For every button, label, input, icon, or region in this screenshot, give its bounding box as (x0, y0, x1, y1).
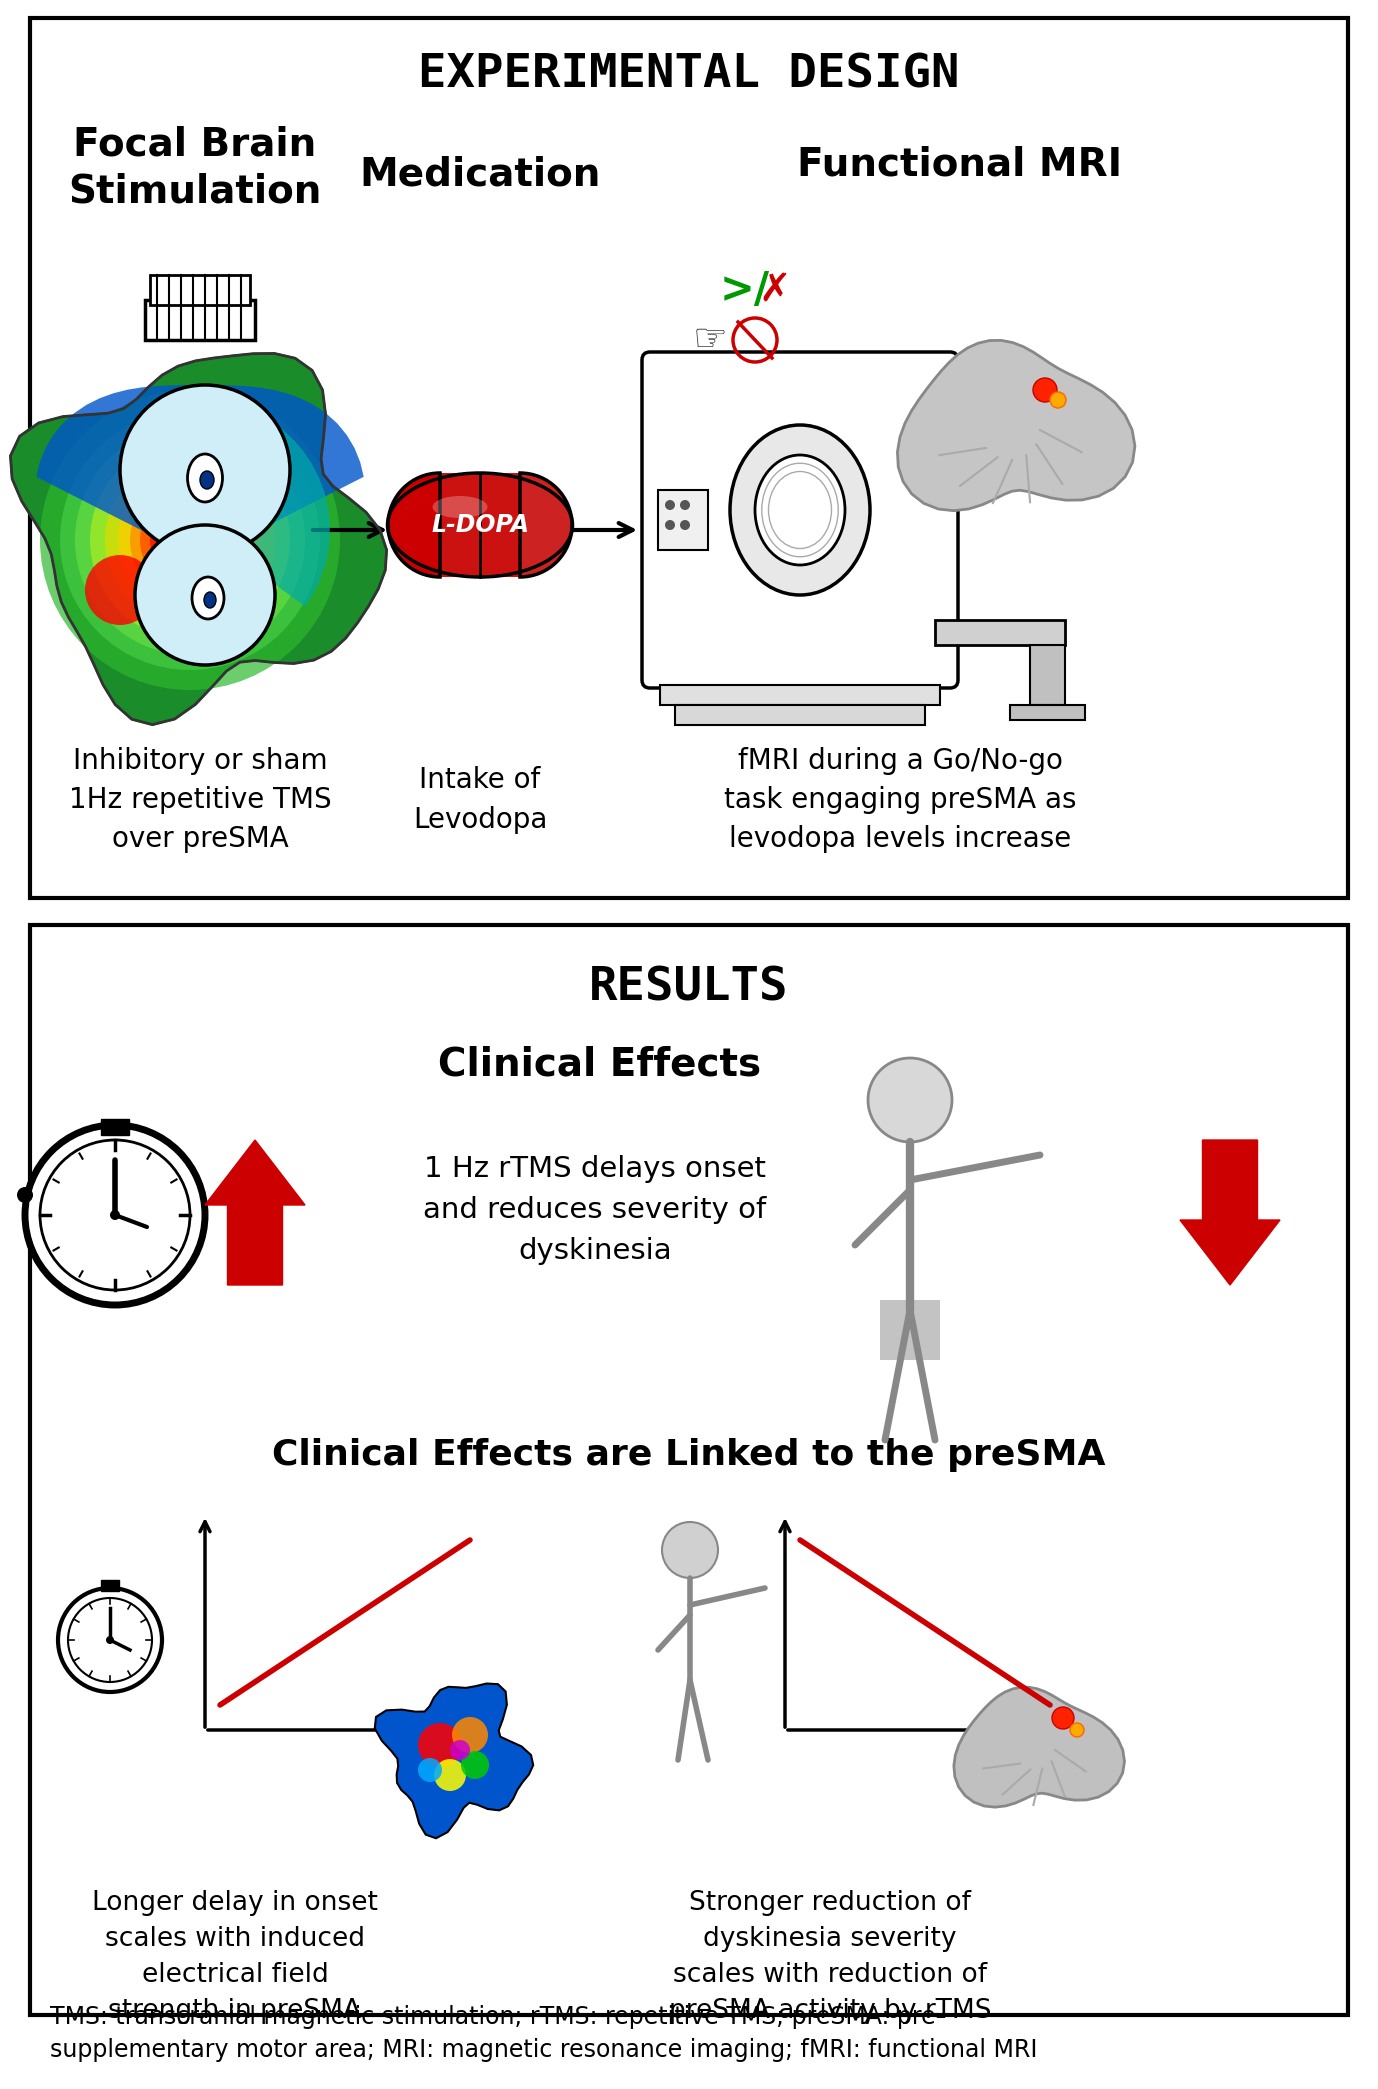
Polygon shape (11, 353, 387, 725)
Text: Intake of
Levodopa: Intake of Levodopa (413, 767, 547, 834)
Text: TMS: transcranial magnetic stimulation; rTMS: repetitive TMS; preSMA: pre-
suppl: TMS: transcranial magnetic stimulation; … (50, 2005, 1038, 2062)
Text: fMRI during a Go/No-go
task engaging preSMA as
levodopa levels increase: fMRI during a Go/No-go task engaging pre… (723, 748, 1076, 852)
FancyArrow shape (205, 1141, 305, 1285)
Circle shape (661, 1523, 718, 1577)
Ellipse shape (204, 591, 216, 608)
Bar (30, 925, 1348, 2016)
Circle shape (1034, 378, 1057, 401)
Circle shape (135, 524, 276, 664)
Circle shape (150, 600, 190, 639)
Circle shape (679, 520, 690, 531)
Text: EXPERIMENTAL DESIGN: EXPERIMENTAL DESIGN (419, 52, 959, 98)
Circle shape (58, 1588, 163, 1692)
Circle shape (119, 468, 262, 612)
Text: RESULTS: RESULTS (590, 965, 788, 1011)
Circle shape (418, 1759, 442, 1782)
Circle shape (68, 1598, 152, 1682)
Polygon shape (897, 341, 1135, 510)
Wedge shape (389, 472, 440, 577)
Ellipse shape (730, 424, 870, 595)
Circle shape (61, 409, 320, 671)
Circle shape (452, 1717, 488, 1753)
Circle shape (120, 384, 289, 556)
Polygon shape (375, 1684, 533, 1838)
Circle shape (90, 441, 289, 639)
FancyArrow shape (1180, 1141, 1280, 1285)
Circle shape (666, 499, 675, 510)
Circle shape (85, 556, 154, 625)
Bar (150, 276, 249, 305)
Text: Functional MRI: Functional MRI (798, 146, 1123, 184)
Circle shape (40, 391, 340, 689)
Bar (881, 1299, 940, 1360)
Circle shape (150, 499, 230, 581)
Text: Medication: Medication (360, 157, 601, 194)
Circle shape (666, 520, 675, 531)
Circle shape (1051, 1707, 1073, 1730)
Text: Focal Brain
Stimulation: Focal Brain Stimulation (69, 125, 321, 211)
Polygon shape (954, 1688, 1124, 1807)
Text: 1 Hz rTMS delays onset
and reduces severity of
dyskinesia: 1 Hz rTMS delays onset and reduces sever… (423, 1155, 766, 1266)
Ellipse shape (187, 453, 222, 501)
Bar (936, 620, 1065, 646)
Text: ✗: ✗ (758, 272, 791, 309)
Text: >/: >/ (719, 269, 770, 311)
Bar (1010, 704, 1084, 721)
Text: Clinical Effects: Clinical Effects (438, 1047, 762, 1084)
Ellipse shape (433, 495, 488, 518)
Circle shape (462, 1751, 489, 1780)
Text: ☞: ☞ (693, 322, 728, 359)
Ellipse shape (200, 470, 214, 489)
Bar (30, 19, 1348, 898)
Circle shape (141, 491, 240, 589)
Text: Stronger reduction of
dyskinesia severity
scales with reduction of
preSMA activi: Stronger reduction of dyskinesia severit… (668, 1891, 991, 2024)
Circle shape (110, 1210, 120, 1220)
FancyBboxPatch shape (642, 353, 958, 687)
Circle shape (40, 1141, 190, 1291)
Circle shape (106, 1636, 114, 1644)
Text: L-DOPA: L-DOPA (431, 514, 529, 537)
Bar (675, 704, 925, 725)
Bar (1029, 646, 1065, 704)
Bar (660, 685, 940, 704)
Bar (440, 472, 520, 577)
Bar (101, 1579, 119, 1592)
Circle shape (17, 1187, 33, 1203)
Circle shape (434, 1759, 466, 1790)
Circle shape (130, 480, 249, 600)
Circle shape (418, 1723, 462, 1767)
Bar (145, 301, 255, 341)
Ellipse shape (755, 455, 845, 564)
Circle shape (679, 499, 690, 510)
Text: Inhibitory or sham
1Hz repetitive TMS
over preSMA: Inhibitory or sham 1Hz repetitive TMS ov… (69, 748, 331, 852)
Circle shape (868, 1057, 952, 1143)
Circle shape (451, 1740, 470, 1761)
Circle shape (1050, 393, 1067, 407)
Ellipse shape (192, 577, 225, 618)
Polygon shape (200, 399, 329, 606)
Bar (101, 1120, 130, 1134)
Circle shape (25, 1126, 205, 1306)
Circle shape (215, 474, 265, 524)
Text: Clinical Effects are Linked to the preSMA: Clinical Effects are Linked to the preSM… (273, 1437, 1105, 1473)
Polygon shape (36, 384, 364, 560)
Bar (659, 491, 708, 549)
Circle shape (105, 455, 276, 625)
Text: Longer delay in onset
scales with induced
electrical field
strength in preSMA: Longer delay in onset scales with induce… (92, 1891, 378, 2024)
Wedge shape (520, 472, 572, 577)
Circle shape (1069, 1723, 1084, 1736)
Circle shape (74, 424, 305, 656)
